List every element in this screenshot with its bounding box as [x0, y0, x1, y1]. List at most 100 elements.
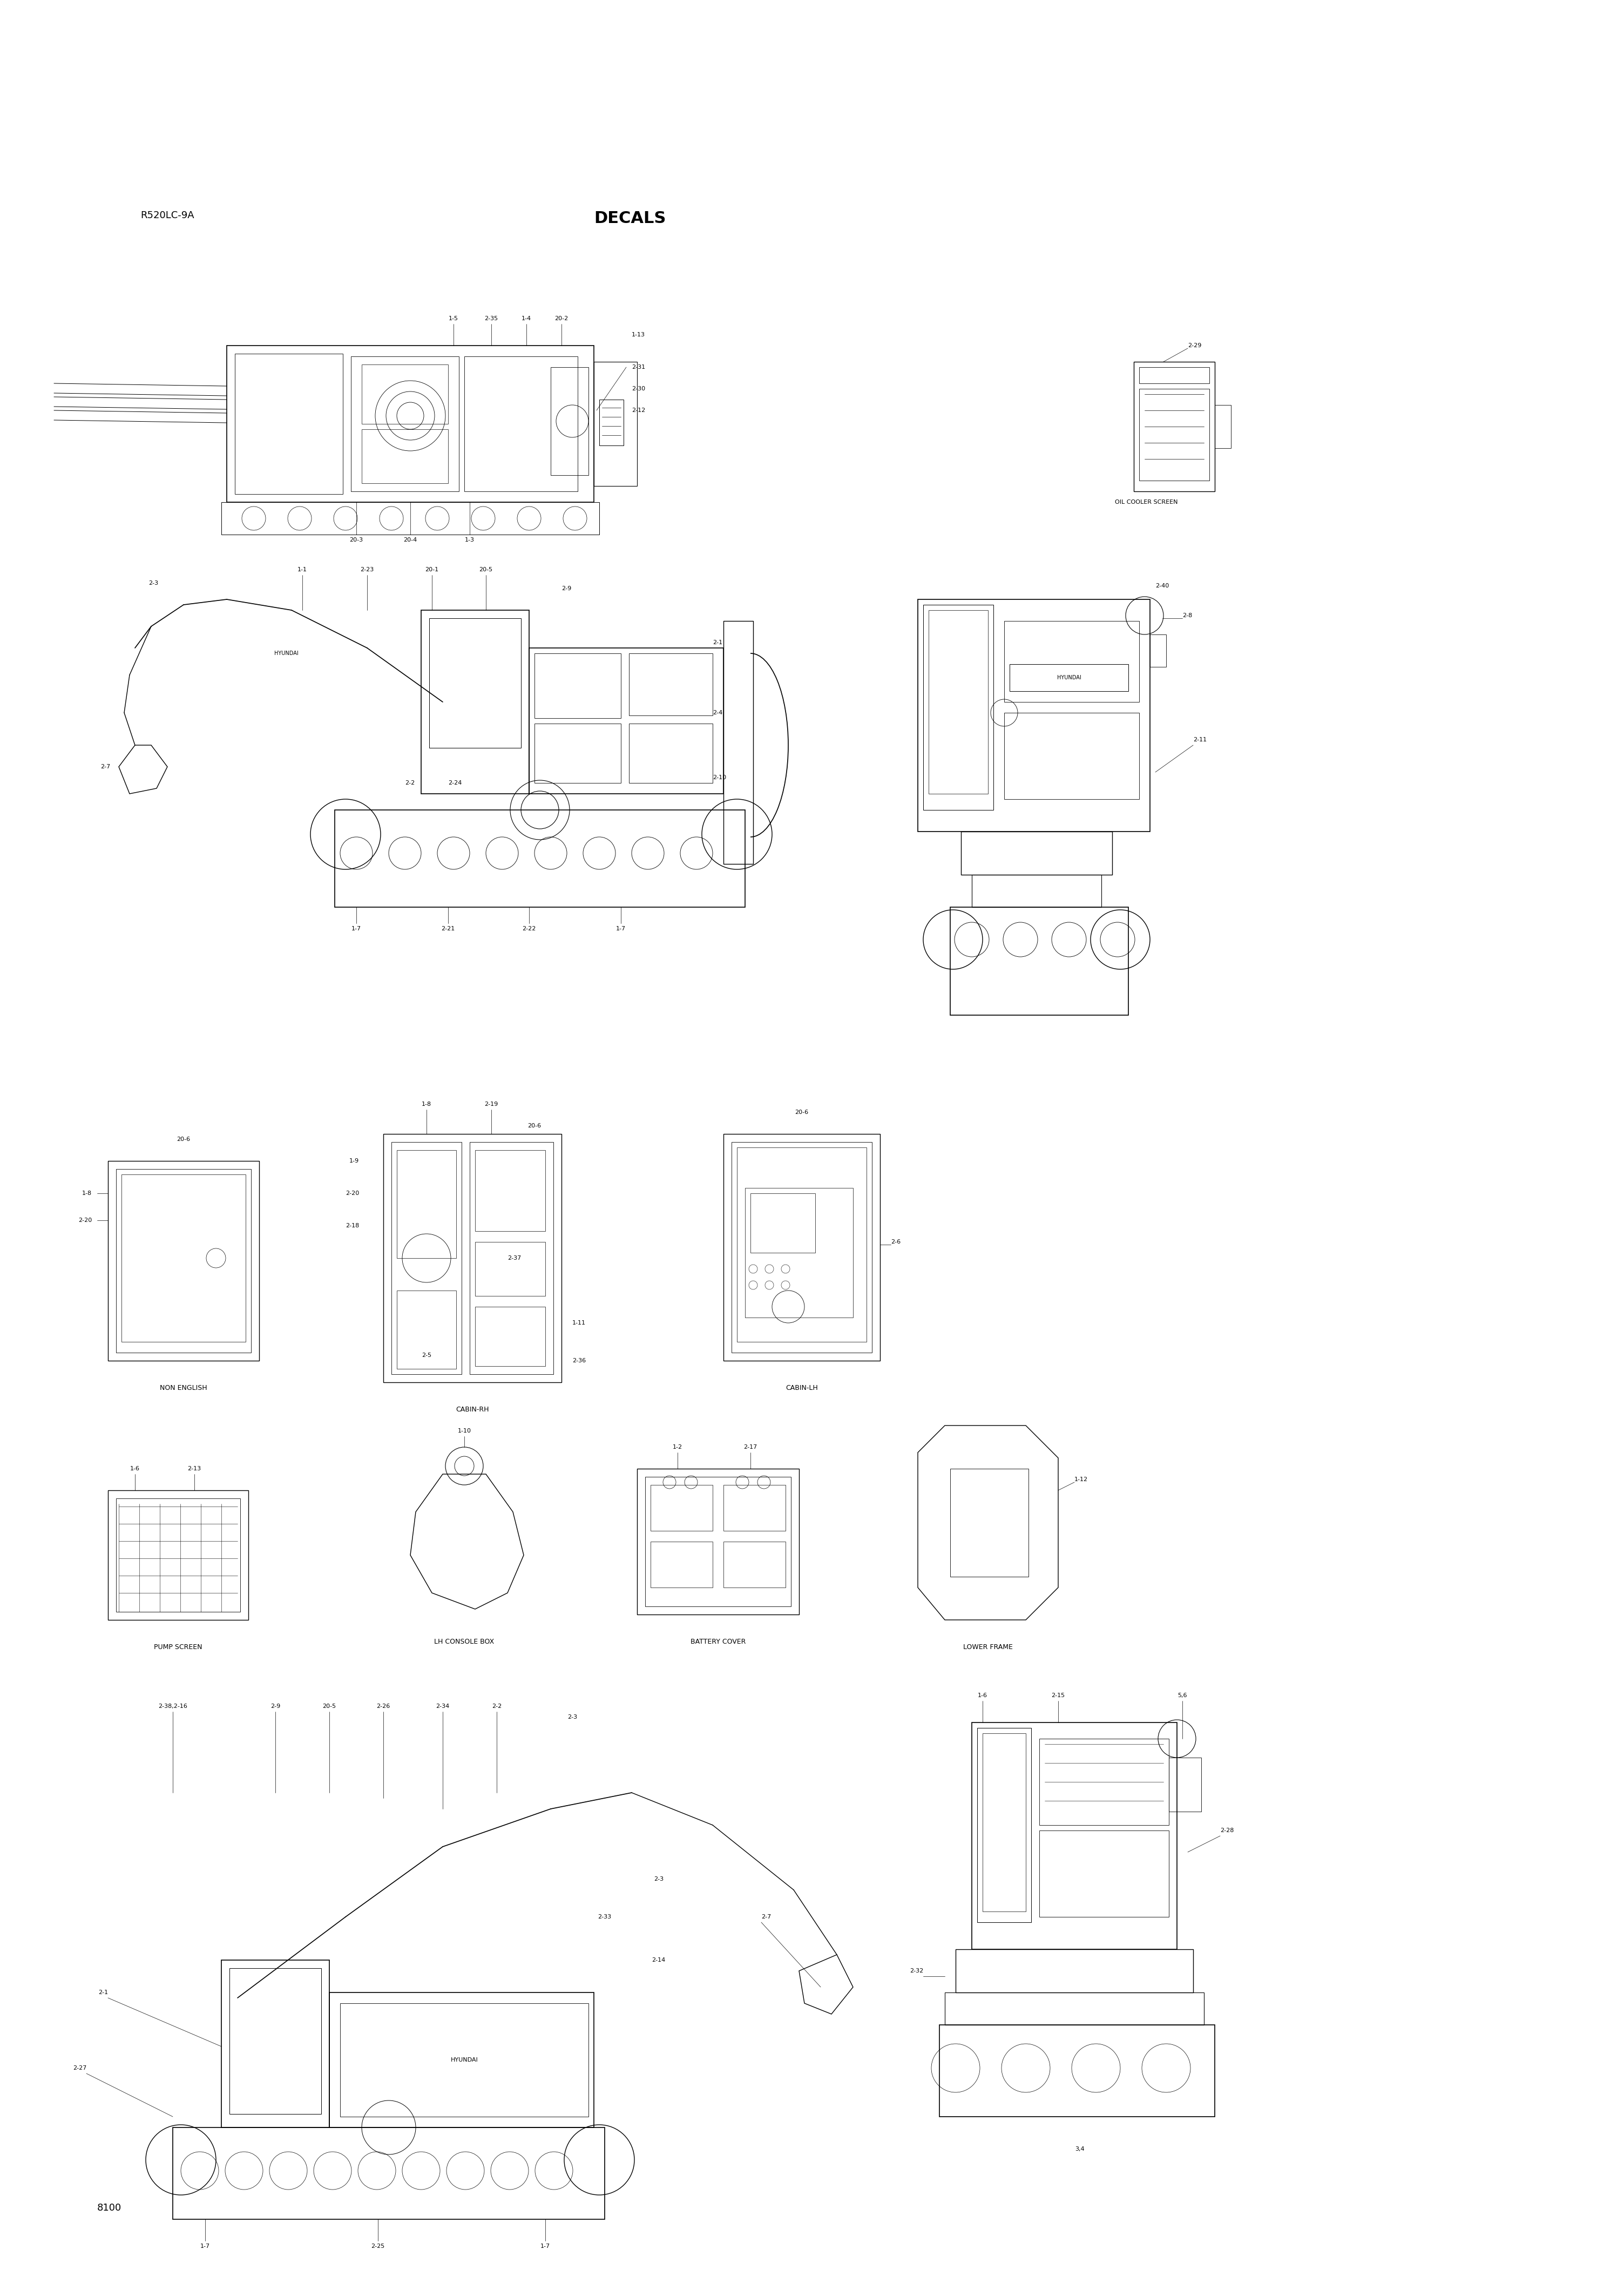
Text: 20-2: 20-2: [555, 316, 568, 321]
Text: 2-7: 2-7: [101, 765, 110, 769]
Text: 2-9: 2-9: [271, 1704, 281, 1708]
Text: 1-12: 1-12: [1075, 1477, 1088, 1482]
Text: 2-2: 2-2: [404, 781, 414, 785]
Bar: [221, 502, 599, 534]
Bar: [594, 362, 637, 485]
Bar: [628, 724, 713, 783]
Bar: [1150, 634, 1166, 666]
Text: 2-9: 2-9: [562, 586, 572, 591]
Text: 1-8: 1-8: [81, 1191, 93, 1195]
Bar: [122, 1175, 245, 1342]
Text: 2-20: 2-20: [78, 1218, 93, 1223]
Bar: [918, 600, 1150, 831]
Bar: [1010, 664, 1129, 692]
Text: 1-11: 1-11: [572, 1321, 586, 1326]
Text: CABIN-LH: CABIN-LH: [786, 1383, 818, 1392]
Bar: [464, 357, 578, 492]
Bar: [978, 1729, 1031, 1921]
Bar: [476, 1308, 546, 1367]
Bar: [723, 1541, 786, 1587]
Text: 2-3: 2-3: [654, 1876, 664, 1882]
Text: 2-33: 2-33: [598, 1914, 612, 1919]
Bar: [983, 1734, 1026, 1912]
Text: 2-29: 2-29: [1187, 344, 1202, 348]
Text: 2-21: 2-21: [442, 925, 455, 932]
Bar: [922, 605, 994, 811]
Text: 2-13: 2-13: [188, 1466, 201, 1472]
Text: 20-6: 20-6: [177, 1136, 190, 1143]
Text: 3,4: 3,4: [1075, 2146, 1085, 2153]
Text: LH CONSOLE BOX: LH CONSOLE BOX: [434, 1637, 494, 1644]
Text: 1-1: 1-1: [297, 568, 307, 572]
Bar: [391, 1143, 461, 1374]
Bar: [971, 875, 1101, 907]
Text: 2-4: 2-4: [713, 710, 723, 714]
Bar: [971, 1722, 1177, 1949]
Bar: [1169, 1759, 1202, 1811]
Text: 1-7: 1-7: [615, 925, 625, 932]
Text: 2-8: 2-8: [1182, 614, 1192, 618]
Bar: [1134, 362, 1215, 492]
Text: 2-3: 2-3: [567, 1715, 577, 1720]
Bar: [383, 1134, 562, 1383]
Bar: [351, 357, 460, 492]
Text: 2-37: 2-37: [507, 1255, 521, 1262]
Bar: [939, 2024, 1215, 2116]
Text: 2-36: 2-36: [572, 1358, 586, 1363]
Text: BATTERY COVER: BATTERY COVER: [690, 1637, 745, 1644]
Text: 2-6: 2-6: [892, 1239, 901, 1246]
Text: 2-24: 2-24: [448, 781, 461, 785]
Text: PUMP SCREEN: PUMP SCREEN: [154, 1644, 203, 1651]
Text: 2-17: 2-17: [744, 1445, 757, 1450]
Bar: [172, 2127, 604, 2219]
Bar: [229, 1967, 322, 2114]
Text: 2-30: 2-30: [632, 387, 645, 392]
Text: 2-15: 2-15: [1051, 1692, 1065, 1699]
Bar: [950, 907, 1129, 1014]
Text: 1-10: 1-10: [458, 1429, 471, 1434]
Bar: [750, 1193, 815, 1253]
Bar: [723, 1134, 880, 1360]
Text: 1-2: 1-2: [672, 1445, 682, 1450]
Text: CABIN-RH: CABIN-RH: [456, 1406, 489, 1413]
Bar: [1138, 366, 1210, 382]
Bar: [534, 724, 620, 783]
Bar: [235, 353, 343, 495]
Text: 20-6: 20-6: [796, 1111, 809, 1115]
Text: 20-3: 20-3: [349, 538, 364, 543]
Text: 1-7: 1-7: [351, 925, 361, 932]
Bar: [1138, 389, 1210, 481]
Bar: [529, 648, 723, 795]
Text: 2-18: 2-18: [346, 1223, 359, 1227]
Text: HYUNDAI: HYUNDAI: [274, 650, 299, 655]
Text: 20-5: 20-5: [323, 1704, 336, 1708]
Bar: [534, 653, 620, 719]
Text: 2-25: 2-25: [372, 2244, 385, 2249]
Text: 2-12: 2-12: [632, 408, 645, 412]
Bar: [745, 1189, 853, 1317]
Bar: [945, 1992, 1203, 2024]
Bar: [429, 618, 521, 749]
Bar: [330, 1992, 594, 2127]
Bar: [950, 1468, 1028, 1578]
Bar: [645, 1477, 791, 1605]
Text: LOWER FRAME: LOWER FRAME: [963, 1644, 1013, 1651]
Bar: [723, 621, 754, 863]
Text: 1-7: 1-7: [200, 2244, 209, 2249]
Bar: [115, 1498, 240, 1612]
Bar: [421, 609, 529, 795]
Text: HYUNDAI: HYUNDAI: [1057, 676, 1082, 680]
Bar: [1215, 405, 1231, 449]
Text: 2-22: 2-22: [523, 925, 536, 932]
Text: 2-23: 2-23: [361, 568, 374, 572]
Text: 2-28: 2-28: [1220, 1827, 1234, 1834]
Text: 1-9: 1-9: [349, 1159, 359, 1163]
Bar: [637, 1468, 799, 1614]
Text: 20-4: 20-4: [403, 538, 417, 543]
Bar: [107, 1161, 260, 1360]
Text: OIL COOLER SCREEN: OIL COOLER SCREEN: [1116, 499, 1177, 504]
Bar: [362, 364, 448, 424]
Text: 1-13: 1-13: [632, 332, 645, 337]
Text: DECALS: DECALS: [594, 211, 666, 227]
Text: 2-40: 2-40: [1155, 584, 1169, 589]
